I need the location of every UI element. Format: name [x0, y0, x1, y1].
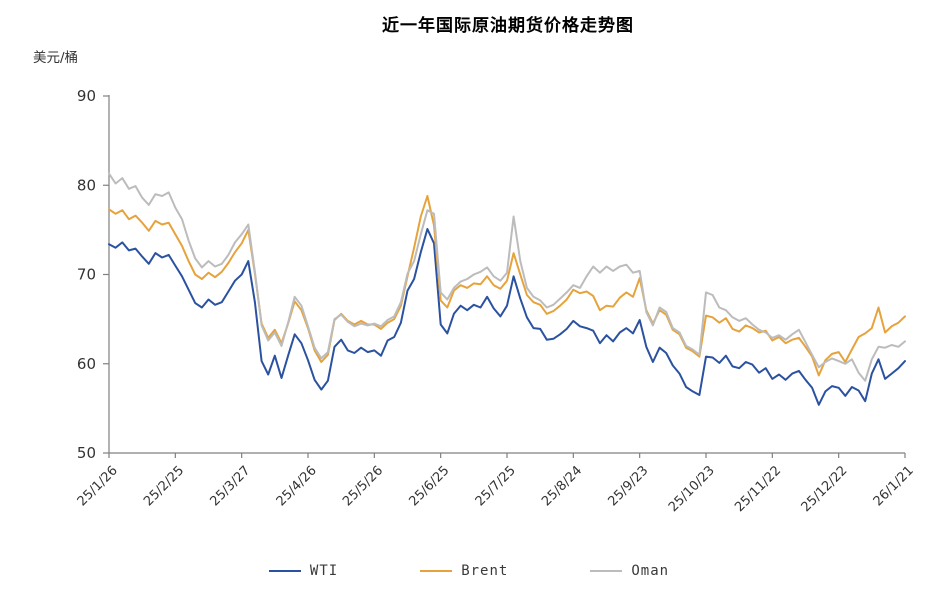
- svg-text:25/11/22: 25/11/22: [732, 463, 784, 515]
- svg-text:25/2/25: 25/2/25: [141, 463, 187, 509]
- legend-label-wti: WTI: [309, 563, 339, 579]
- svg-text:70: 70: [77, 266, 96, 284]
- oman-line-swatch-icon: [590, 569, 623, 573]
- svg-text:80: 80: [77, 176, 96, 194]
- svg-text:25/10/23: 25/10/23: [666, 463, 718, 515]
- chart-title: 近一年国际原油期货价格走势图: [382, 16, 634, 36]
- legend-item-oman: Oman: [590, 563, 669, 579]
- legend-label-brent: Brent: [461, 563, 509, 579]
- svg-text:50: 50: [77, 444, 96, 462]
- svg-text:25/7/25: 25/7/25: [473, 463, 519, 509]
- svg-text:26/1/21: 26/1/21: [871, 463, 917, 509]
- brent-line-swatch-icon: [420, 569, 453, 573]
- svg-text:25/8/24: 25/8/24: [539, 463, 585, 509]
- svg-text:90: 90: [77, 87, 96, 105]
- svg-text:25/4/26: 25/4/26: [274, 463, 320, 509]
- wti-line-swatch-icon: [268, 569, 301, 573]
- svg-text:60: 60: [77, 355, 96, 373]
- svg-text:25/1/26: 25/1/26: [75, 463, 121, 509]
- svg-text:25/6/25: 25/6/25: [406, 463, 452, 509]
- y-axis-unit-label: 美元/桶: [33, 50, 79, 66]
- svg-text:25/5/26: 25/5/26: [340, 463, 386, 509]
- chart-legend: WTI Brent Oman: [0, 563, 938, 579]
- svg-text:25/12/22: 25/12/22: [799, 463, 851, 515]
- legend-item-brent: Brent: [420, 563, 508, 579]
- legend-item-wti: WTI: [268, 563, 339, 579]
- svg-text:25/3/27: 25/3/27: [207, 463, 253, 509]
- svg-text:25/9/23: 25/9/23: [605, 463, 651, 509]
- legend-label-oman: Oman: [631, 563, 670, 579]
